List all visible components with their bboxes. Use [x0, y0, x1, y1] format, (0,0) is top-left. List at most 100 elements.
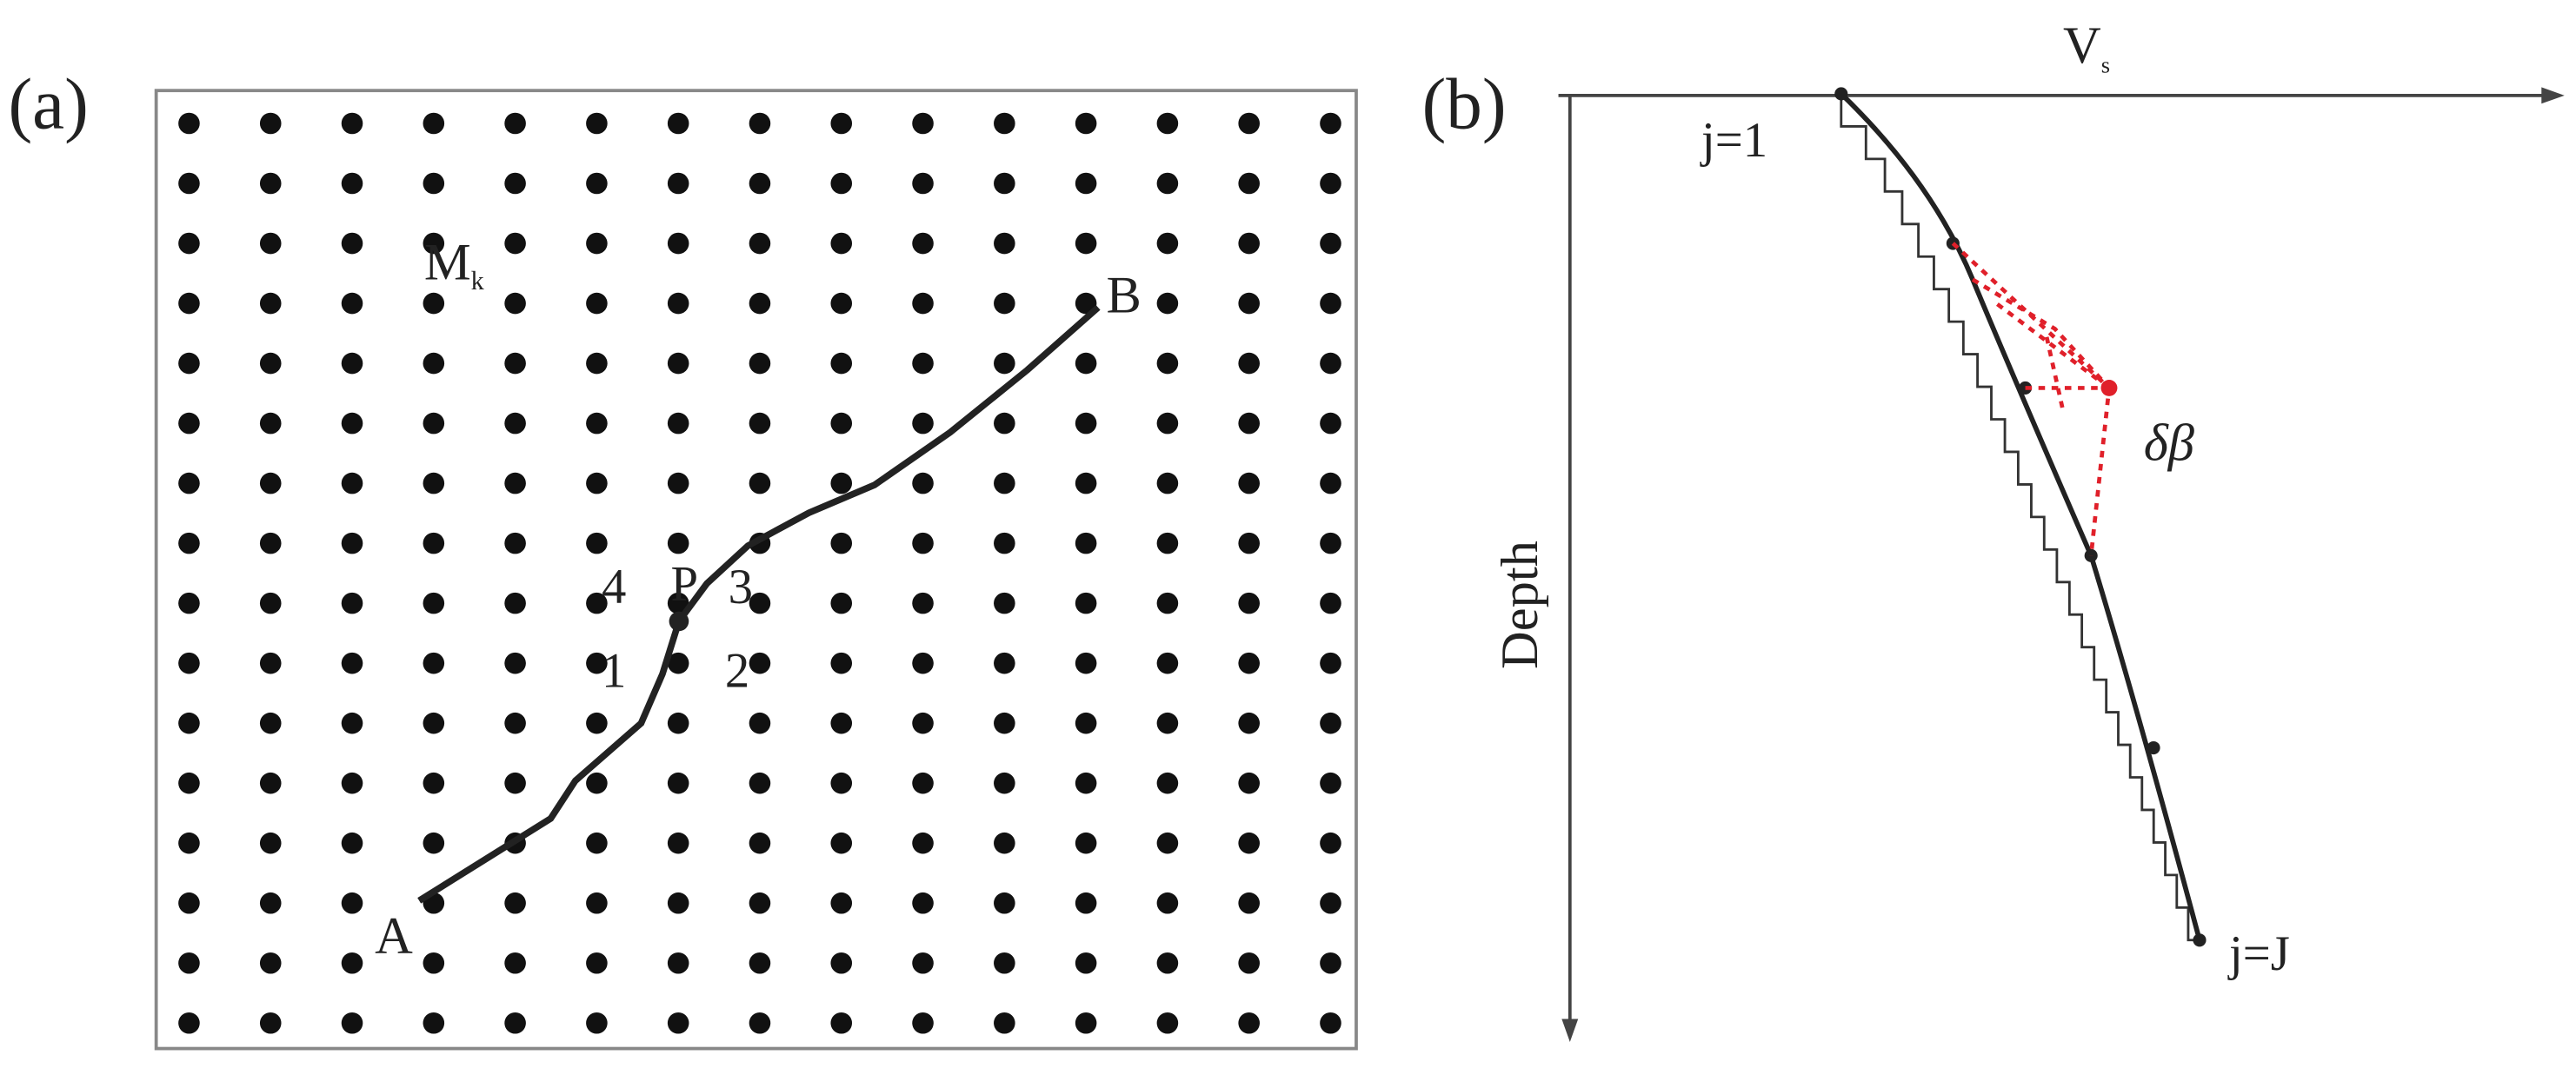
grid-dot: [994, 532, 1015, 554]
grid-dot: [1238, 772, 1260, 794]
grid-dot: [586, 232, 608, 255]
grid-dot: [749, 652, 771, 674]
grid-dot: [749, 772, 771, 794]
grid-dot: [423, 292, 445, 315]
grid-dot: [1320, 892, 1341, 914]
grid-dot: [586, 892, 608, 914]
grid-dot: [1238, 112, 1260, 135]
grid-dot: [586, 472, 608, 494]
grid-dot: [1156, 232, 1179, 255]
grid-frame: [154, 89, 1358, 1051]
grid-dot: [912, 892, 934, 914]
grid-dot: [423, 232, 445, 255]
grid-dot: [504, 532, 526, 554]
grid-dot: [667, 412, 689, 435]
grid-dot: [586, 652, 608, 674]
grid-dot: [912, 472, 934, 494]
grid-dot: [994, 952, 1015, 974]
grid-dot: [667, 712, 689, 734]
grid-dot: [259, 532, 282, 554]
grid-label-sub: k: [471, 266, 485, 295]
grid-dot: [178, 232, 200, 255]
grid-dot: [504, 772, 526, 794]
step-profile: [1840, 93, 2200, 942]
grid-dot: [259, 1012, 282, 1034]
grid-dot: [1075, 472, 1097, 494]
grid-dot: [586, 712, 608, 734]
grid-dot: [341, 232, 363, 255]
grid-dot: [259, 772, 282, 794]
grid-dot: [1238, 352, 1260, 375]
grid-dot: [1075, 232, 1097, 255]
grid-dot: [504, 652, 526, 674]
grid-dot: [1238, 712, 1260, 734]
grid-dot: [504, 892, 526, 914]
grid-dot: [178, 772, 200, 794]
grid-dot: [830, 712, 853, 734]
grid-dot: [994, 472, 1015, 494]
grid-dot: [994, 892, 1015, 914]
grid-dot: [423, 112, 445, 135]
neighbor-label: 3: [729, 560, 753, 614]
y-arrow: [1561, 1019, 1579, 1042]
grid-dot: [1156, 712, 1179, 734]
grid-dot: [1156, 352, 1179, 375]
x-axis-main: V: [2063, 17, 2101, 75]
grid-label: Mk: [424, 234, 485, 295]
x-axis-sub: s: [2101, 51, 2110, 77]
grid-dot: [912, 832, 934, 854]
grid-dot: [1320, 712, 1341, 734]
grid-dot: [830, 472, 853, 494]
grid-dot: [423, 592, 445, 614]
grid-dot: [912, 412, 934, 435]
grid-dot: [259, 832, 282, 854]
grid-dot: [1238, 232, 1260, 255]
point-label: P: [670, 556, 698, 611]
grid-dot: [341, 772, 363, 794]
grid-dot: [504, 352, 526, 375]
grid-dot: [830, 592, 853, 614]
grid-dot: [178, 1012, 200, 1034]
grid-dot: [1238, 1012, 1260, 1034]
grid-dot: [1320, 172, 1341, 195]
grid-dot: [912, 172, 934, 195]
grid-dot: [586, 352, 608, 375]
grid-dot: [586, 952, 608, 974]
grid-dot: [912, 712, 934, 734]
grid-dot: [994, 592, 1015, 614]
grid-dot: [912, 592, 934, 614]
grid-dot: [178, 172, 200, 195]
grid-dot: [667, 1012, 689, 1034]
grid-dot: [504, 952, 526, 974]
grid-dot: [504, 592, 526, 614]
grid-dot: [667, 532, 689, 554]
grid-dot: [1320, 112, 1341, 135]
grid-dot: [1075, 892, 1097, 914]
grid-dot: [341, 292, 363, 315]
grid-dot: [830, 292, 853, 315]
grid-dot: [259, 892, 282, 914]
grid-dot: [749, 952, 771, 974]
grid-dot: [1238, 412, 1260, 435]
grid-dot: [341, 832, 363, 854]
grid-dot: [667, 472, 689, 494]
grid-dot: [259, 292, 282, 315]
grid-dot: [749, 112, 771, 135]
grid-dot: [1075, 952, 1097, 974]
grid-dot: [749, 352, 771, 375]
path-a-b: [417, 304, 1101, 904]
grid-dot: [1075, 652, 1097, 674]
grid-dot: [1156, 532, 1179, 554]
grid-dot: [1320, 952, 1341, 974]
grid-dot: [994, 352, 1015, 375]
grid-dot: [1320, 472, 1341, 494]
grid-dot: [259, 952, 282, 974]
grid-dot: [423, 652, 445, 674]
end-label: B: [1107, 266, 1142, 324]
grid-dot: [994, 832, 1015, 854]
grid-dot: [749, 712, 771, 734]
grid-dot: [259, 352, 282, 375]
grid-dot: [178, 532, 200, 554]
